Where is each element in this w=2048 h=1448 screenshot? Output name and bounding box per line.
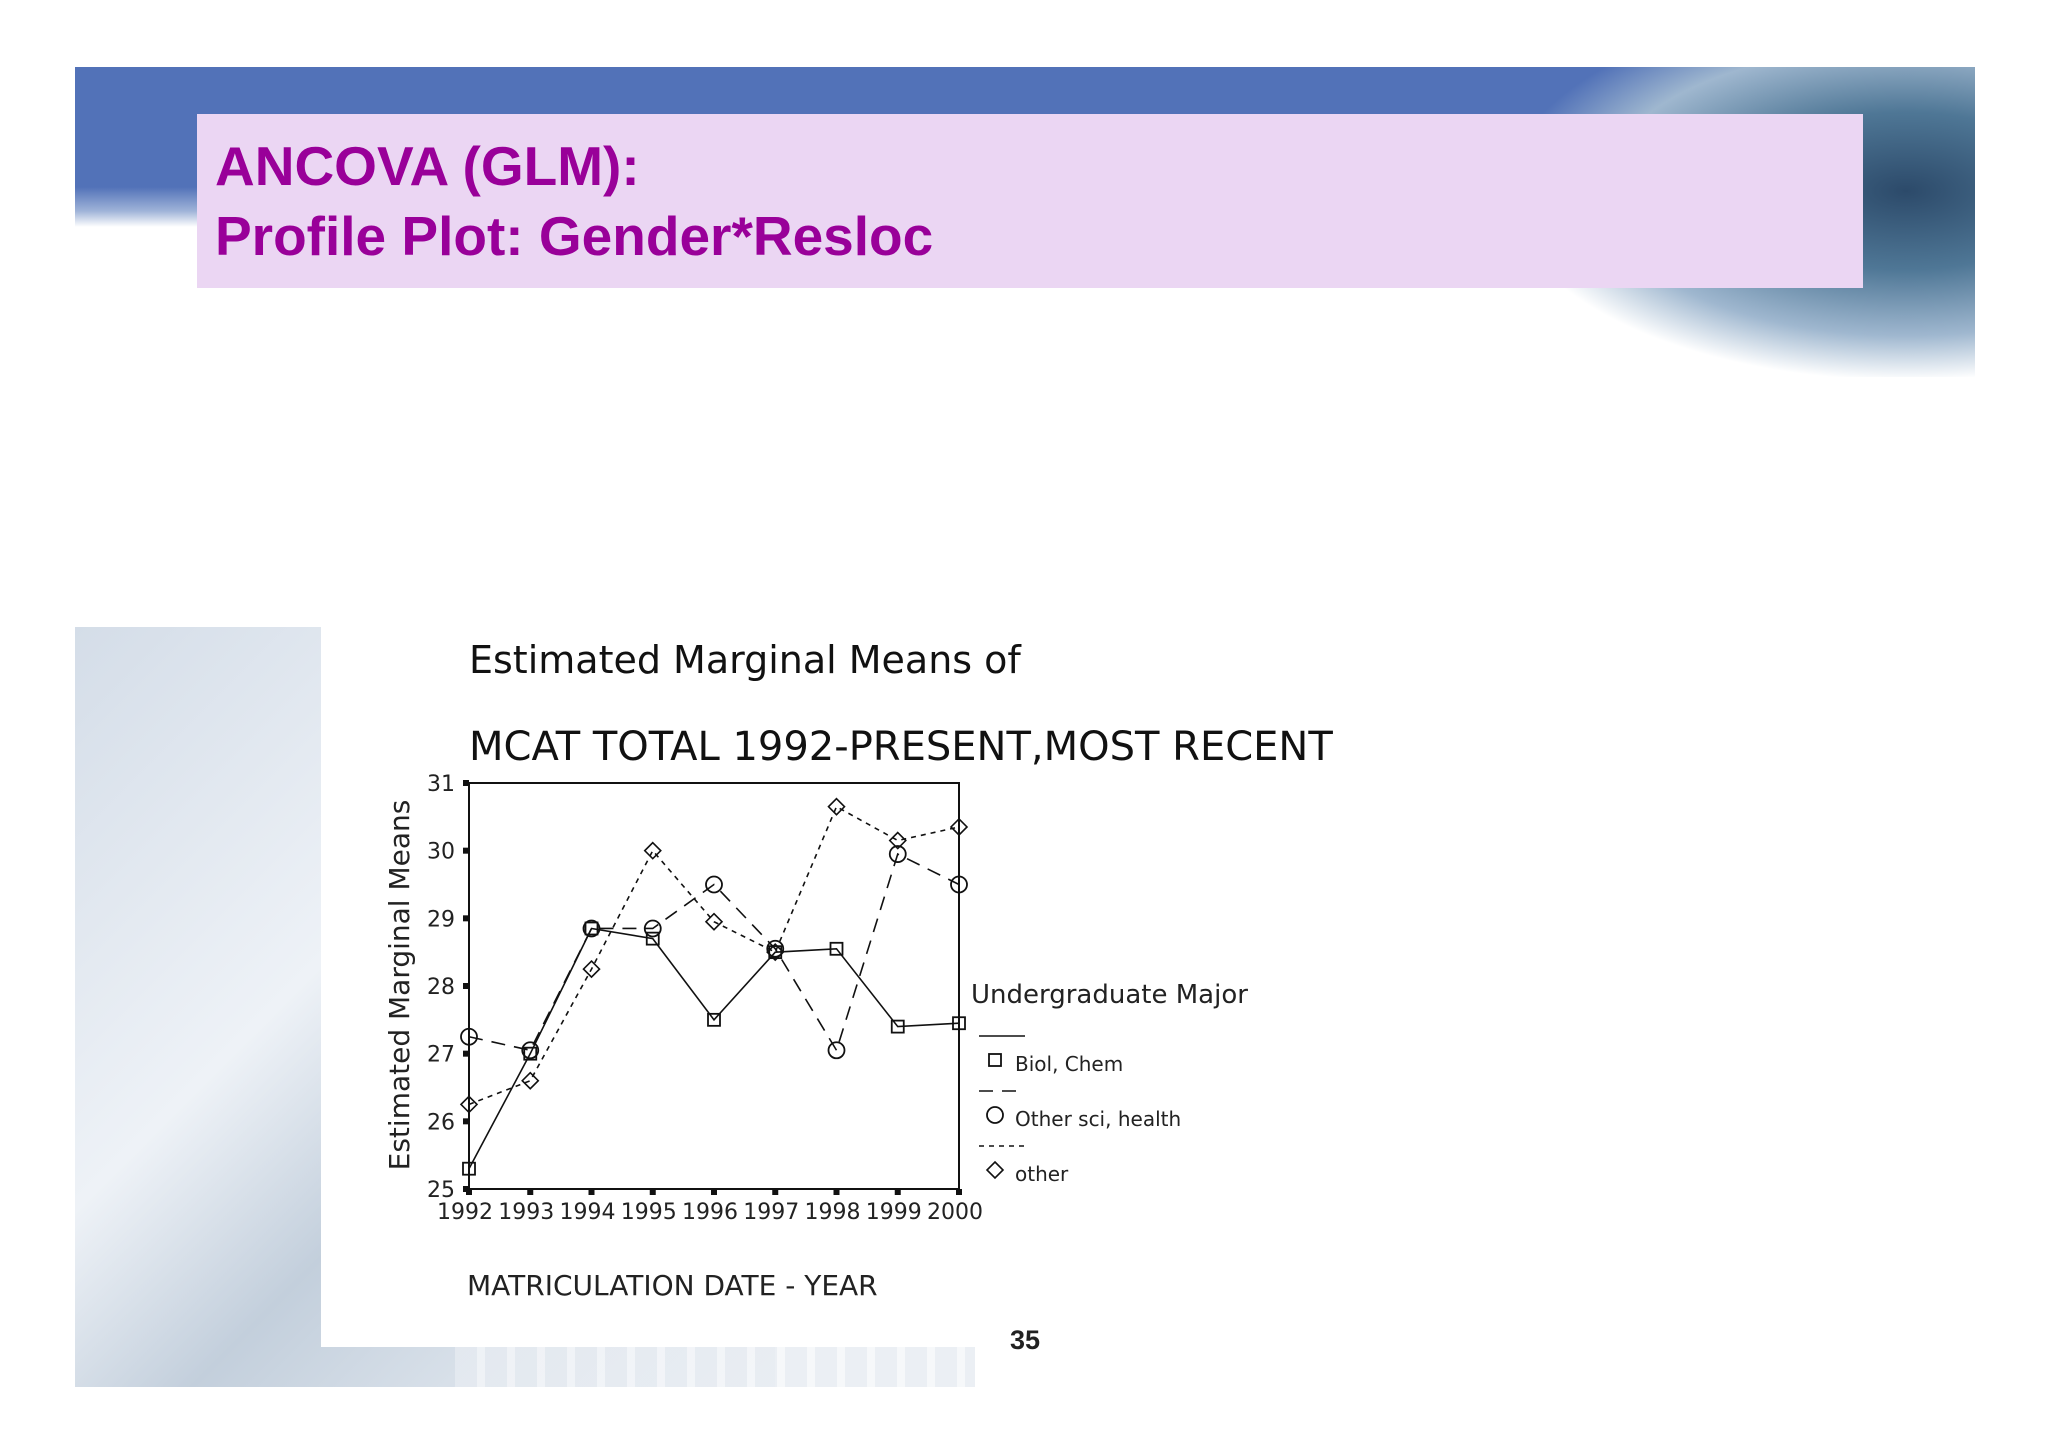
series-line [468,927,960,1170]
slide: ANCOVA (GLM): Profile Plot: Gender*Reslo… [75,67,1975,1387]
data-point [460,1027,478,1046]
x-tick-label: 1994 [560,1200,616,1225]
y-tick-label: 30 [427,840,455,865]
legend: Biol, Chem Other sci, health other [979,1035,1181,1186]
y-tick-label: 29 [427,907,455,932]
data-point [643,919,662,938]
y-axis-ticks: 25 26 27 28 29 30 31 [427,772,469,1203]
x-tick-label: 1995 [621,1200,677,1225]
data-point [768,945,783,960]
x-tick-mark [894,1189,901,1195]
chart-title-line-1: Estimated Marginal Means of [469,638,1022,682]
data-point [705,875,723,894]
y-tick-mark [463,1118,469,1125]
data-point [459,1095,479,1114]
data-point [462,1161,476,1176]
series-line [468,805,960,1106]
x-tick-mark [772,1189,779,1195]
y-tick-mark [463,915,469,922]
data-point [766,943,785,962]
x-tick-mark [527,1189,534,1195]
data-point [521,1071,540,1090]
y-tick-mark [463,983,469,989]
y-tick-mark [463,1050,469,1057]
x-tick-mark [649,1189,656,1195]
legend-marker [985,1160,1005,1180]
y-tick-label: 26 [427,1110,455,1135]
x-axis-ticks: 1992 1993 1994 1995 1996 1997 1998 1999 2000 [437,1189,983,1225]
data-point [950,875,968,894]
data-point [827,797,846,816]
slide-title-line-2: Profile Plot: Gender*Resloc [215,205,934,267]
data-point [707,1012,721,1027]
x-tick-label: 1999 [866,1200,922,1225]
data-point [952,1016,966,1031]
data-point [827,1041,846,1060]
y-tick-label: 31 [427,772,455,797]
slide-title-line-1: ANCOVA (GLM): [215,135,640,197]
legend-label: other [1015,1162,1069,1186]
x-tick-label: 1998 [805,1200,861,1225]
legend-title: Undergraduate Major [971,980,1248,1010]
legend-marker [988,1053,1002,1067]
data-point [704,912,724,931]
x-tick-mark [466,1189,472,1195]
legend-label: Biol, Chem [1015,1052,1123,1076]
data-point [888,831,907,850]
x-tick-mark [711,1189,717,1195]
title-box: ANCOVA (GLM): Profile Plot: Gender*Reslo… [197,114,1863,288]
y-tick-mark [463,780,469,786]
data-point [890,1019,905,1034]
legend-marker [986,1106,1004,1124]
page-number: 35 [1009,1325,1041,1355]
data-point [582,919,601,938]
series-other [459,797,969,1114]
profile-plot: Estimated Marginal Means of MCAT TOTAL 1… [383,638,1333,1302]
data-point [521,1041,540,1060]
data-point [523,1046,538,1061]
data-point [888,845,907,863]
x-tick-label: 1993 [498,1200,554,1225]
series-biol-chem [462,921,966,1176]
x-tick-label: 1997 [743,1200,799,1225]
data-point [645,931,660,946]
chart-title-line-2: MCAT TOTAL 1992-PRESENT,MOST RECENT [469,724,1333,770]
y-tick-label: 25 [427,1178,455,1203]
series-other-sci-health [460,845,968,1060]
series-line [468,852,960,1053]
data-point [582,959,601,979]
x-tick-mark [956,1189,962,1195]
x-axis-label: MATRICULATION DATE - YEAR [467,1269,878,1302]
plot-frame [468,782,960,1190]
data-point [949,817,969,837]
y-tick-mark [463,847,469,854]
y-tick-label: 27 [427,1043,455,1068]
x-tick-mark [588,1189,595,1195]
x-tick-label: 1996 [682,1200,738,1225]
x-tick-label: 1992 [437,1200,493,1225]
x-tick-mark [833,1189,840,1195]
data-point [584,921,599,936]
x-tick-label: 2000 [927,1200,983,1225]
y-tick-label: 28 [427,975,455,1000]
data-point [643,841,662,860]
legend-label: Other sci, health [1015,1107,1181,1131]
data-point [829,941,844,956]
series-layer [459,797,969,1176]
data-point [766,939,785,958]
chart-panel: Estimated Marginal Means of MCAT TOTAL 1… [321,555,1421,1347]
y-axis-label: Estimated Marginal Means [383,800,416,1171]
